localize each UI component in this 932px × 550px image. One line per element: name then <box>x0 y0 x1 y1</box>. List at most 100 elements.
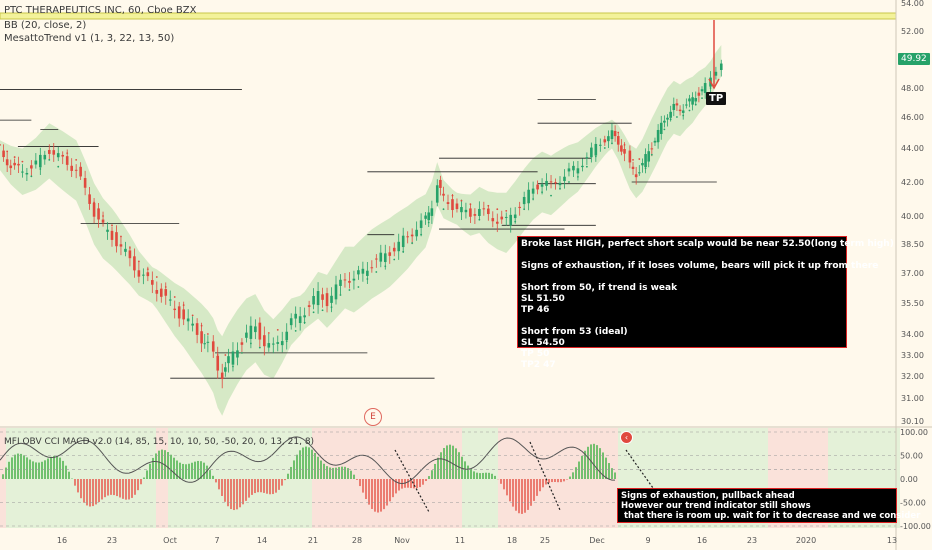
osc-bg-stripe <box>246 428 252 528</box>
time-tick-label: 28 <box>352 536 362 545</box>
candle-body <box>540 184 544 187</box>
time-tick-label: 18 <box>507 536 517 545</box>
osc-bg-stripe <box>636 428 642 528</box>
candle-body <box>316 291 320 306</box>
osc-histogram-bar <box>212 475 214 479</box>
osc-histogram-bar <box>572 472 574 479</box>
candle-body <box>236 350 239 358</box>
osc-histogram-bar <box>134 479 136 495</box>
osc-bg-stripe <box>672 428 678 528</box>
candle-body <box>558 182 562 186</box>
osc-bg-stripe <box>258 428 264 528</box>
osc-histogram-bar <box>257 479 259 493</box>
trend-dot <box>650 153 653 156</box>
candle-body <box>590 147 593 158</box>
osc-histogram-bar <box>245 479 247 501</box>
osc-histogram-bar <box>398 479 400 491</box>
osc-histogram-bar <box>110 479 112 495</box>
bb-fill <box>0 45 722 416</box>
osc-histogram-bar <box>227 479 229 507</box>
candle-body <box>17 163 20 166</box>
osc-histogram-bar <box>65 465 67 479</box>
osc-histogram-bar <box>587 446 589 479</box>
earnings-icon[interactable]: E <box>364 408 382 426</box>
candle-body <box>249 325 253 339</box>
osc-bg-stripe <box>726 428 732 528</box>
candle-body <box>478 208 481 216</box>
candle-body <box>703 83 707 94</box>
osc-histogram-bar <box>422 479 424 485</box>
trend-dot <box>84 179 87 182</box>
osc-histogram-bar <box>209 470 211 479</box>
candle-body <box>585 157 589 159</box>
trend-dot <box>623 144 626 146</box>
osc-histogram-bar <box>347 468 349 479</box>
osc-histogram-bar <box>332 467 334 479</box>
osc-bg-stripe <box>894 428 900 528</box>
price-tick-label: 33.00 <box>901 351 924 360</box>
candle-body <box>254 326 257 333</box>
osc-bg-stripe <box>108 428 114 528</box>
trend-dot <box>720 68 723 71</box>
trend-dot <box>137 260 140 263</box>
osc-bg-stripe <box>396 428 402 528</box>
osc-histogram-bar <box>350 470 352 479</box>
candle-body <box>681 110 685 113</box>
candle-body <box>83 178 87 188</box>
candle-body <box>659 122 663 134</box>
osc-bg-stripe <box>630 428 636 528</box>
osc-bg-stripe <box>624 428 630 528</box>
osc-histogram-bar <box>353 474 355 479</box>
osc-histogram-bar <box>143 477 145 479</box>
candle-body <box>92 202 96 217</box>
osc-bg-stripe <box>270 428 276 528</box>
osc-histogram-bar <box>581 455 583 479</box>
osc-histogram-bar <box>287 473 289 479</box>
osc-histogram-bar <box>29 459 31 479</box>
osc-histogram-bar <box>122 479 124 499</box>
osc-bg-stripe <box>120 428 126 528</box>
osc-bg-stripe <box>804 428 810 528</box>
candle-body <box>334 284 338 300</box>
last-price-tag: 49.92 <box>898 53 930 65</box>
osc-histogram-bar <box>308 447 310 479</box>
candle-body <box>321 294 324 300</box>
trend-dot <box>232 365 234 368</box>
trend-dot <box>146 268 149 271</box>
candle-body <box>700 89 704 92</box>
candle-body <box>276 342 280 344</box>
osc-bg-stripe <box>774 428 780 528</box>
osc-histogram-bar <box>395 479 397 494</box>
osc-histogram-bar <box>266 479 268 494</box>
osc-histogram-bar <box>386 479 388 506</box>
osc-histogram-bar <box>485 472 487 479</box>
osc-bg-stripe <box>528 428 534 528</box>
osc-bg-stripe <box>720 428 726 528</box>
candle-body <box>155 289 159 294</box>
osc-bg-stripe <box>648 428 654 528</box>
candle-body <box>5 159 9 166</box>
osc-histogram-bar <box>239 479 241 508</box>
osc-histogram-bar <box>62 460 64 479</box>
osc-histogram-bar <box>155 453 157 479</box>
trend-dot <box>451 194 454 197</box>
candle-body <box>370 267 374 269</box>
osc-bg-stripe <box>858 428 864 528</box>
osc-histogram-bar <box>137 479 139 491</box>
osc-histogram-bar <box>584 450 586 479</box>
candle-body <box>379 252 383 262</box>
trend-dot <box>241 352 243 354</box>
osc-bg-stripe <box>90 428 96 528</box>
candle-body <box>206 341 210 343</box>
osc-bg-stripe <box>834 428 840 528</box>
osc-histogram-bar <box>557 479 559 483</box>
osc-histogram-bar <box>458 452 460 479</box>
time-tick-label: 13 <box>887 536 897 545</box>
osc-histogram-bar <box>59 457 61 479</box>
time-tick-label: 14 <box>257 536 267 545</box>
candle-body <box>522 196 526 205</box>
trend-dot <box>682 114 685 117</box>
alert-icon[interactable]: ‹ <box>620 431 633 444</box>
osc-bg-stripe <box>414 428 420 528</box>
osc-bg-stripe <box>384 428 390 528</box>
